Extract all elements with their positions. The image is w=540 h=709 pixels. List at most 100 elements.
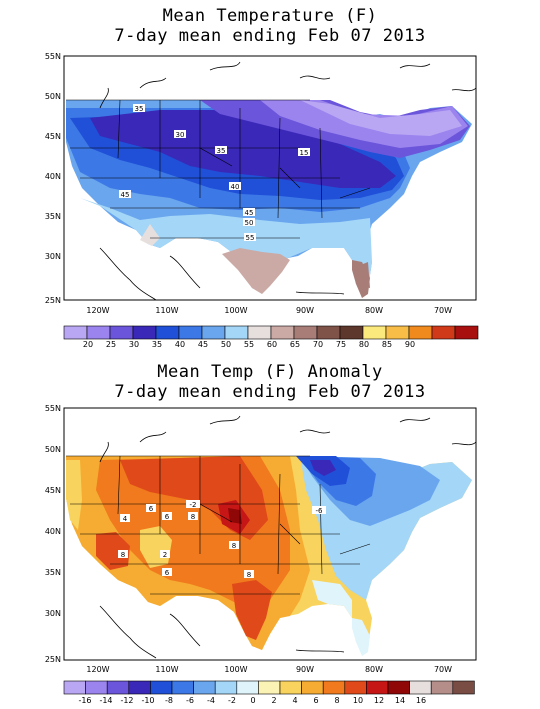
lon-label: 100W: [224, 306, 247, 315]
coastlines: [99, 61, 477, 301]
lat-label: 25N: [45, 655, 61, 664]
legend-swatches: [63, 680, 475, 695]
legend-swatch: [63, 325, 88, 340]
legend-label: 12: [374, 696, 384, 705]
legend-label: 6: [313, 696, 318, 705]
legend-swatch: [224, 325, 249, 340]
legend-label: 85: [382, 340, 392, 349]
lat-label: 35N: [45, 212, 61, 221]
legend-label: 80: [359, 340, 369, 349]
legend-swatch: [247, 325, 272, 340]
lat-label: 25N: [45, 296, 61, 305]
contour-label: 45: [121, 191, 130, 199]
lon-label: 90W: [296, 306, 314, 315]
legend-label: -4: [207, 696, 215, 705]
temperature-map: 55N 50N 45N 40N 35N 30N 25N 120W 110W 10…: [45, 52, 477, 315]
contour-label: 8: [121, 551, 125, 559]
legend-swatch: [155, 325, 180, 340]
legend-swatch: [214, 680, 238, 695]
legend-swatch: [362, 325, 387, 340]
contour-label: 35: [135, 105, 144, 113]
legend-label: 10: [353, 696, 363, 705]
contour-label: 6: [149, 505, 154, 513]
legend-swatch: [86, 325, 111, 340]
legend-label: 70: [313, 340, 323, 349]
legend-swatch: [409, 680, 432, 695]
lat-label: 55N: [45, 52, 61, 61]
contour-label: 55: [246, 234, 255, 242]
contour-labels: 35 30 35 15 45 40 45 50 55: [119, 104, 310, 242]
contour-label: -6: [316, 507, 324, 515]
legend-label: 45: [198, 340, 208, 349]
map-frame: [63, 407, 477, 661]
lat-label: 40N: [45, 172, 61, 181]
legend-swatch: [454, 325, 479, 340]
lon-label: 90W: [296, 665, 314, 674]
legend-swatch: [178, 325, 203, 340]
contour-label: 40: [231, 183, 240, 191]
legend-swatch: [279, 680, 302, 695]
contour-labels: 4 6 6 8 8 8 8 6 2 -6 -2: [118, 500, 326, 579]
legend-swatch: [132, 325, 157, 340]
legend-swatch: [270, 325, 295, 340]
contour-label: 30: [176, 131, 185, 139]
legend-label: 50: [221, 340, 231, 349]
anomaly-legend: -16 -14 -12 -10 -8 -6 -4 -2 0 2 4 6 8 10…: [63, 680, 475, 705]
legend-label: 55: [244, 340, 254, 349]
legend-swatch: [366, 680, 389, 695]
bottom-title-line1: Mean Temp (F) Anomaly: [157, 362, 383, 382]
lat-label: 40N: [45, 527, 61, 536]
legend-label: 16: [416, 696, 426, 705]
legend-label: 35: [152, 340, 162, 349]
anomaly-map: 55N 50N 45N 40N 35N 30N 25N 120W 110W 10…: [45, 404, 477, 674]
us-temperature-field: [66, 100, 472, 298]
lon-label: 80W: [365, 306, 383, 315]
legend-labels: 20 25 30 35 40 45 50 55 60 65 70 75 80 8…: [83, 340, 415, 349]
legend-swatch: [322, 680, 346, 695]
legend-swatch: [452, 680, 475, 695]
legend-label: 30: [129, 340, 139, 349]
legend-label: 4: [292, 696, 297, 705]
legend-labels: -16 -14 -12 -10 -8 -6 -4 -2 0 2 4 6 8 10…: [78, 696, 426, 705]
lat-label: 45N: [45, 486, 61, 495]
lon-label: 110W: [155, 665, 178, 674]
lat-label: 55N: [45, 404, 61, 413]
lon-label: 120W: [86, 665, 109, 674]
contour-label: 35: [217, 147, 226, 155]
lat-label: 50N: [45, 92, 61, 101]
legend-swatch: [63, 680, 86, 695]
legend-label: 25: [106, 340, 116, 349]
lat-label: 35N: [45, 568, 61, 577]
legend-label: -2: [228, 696, 236, 705]
legend-swatch: [201, 325, 226, 340]
lon-label: 80W: [365, 665, 383, 674]
contour-label: 4: [123, 515, 128, 523]
legend-swatch: [344, 680, 367, 695]
contour-label: 2: [163, 551, 167, 559]
legend-label: -10: [141, 696, 154, 705]
top-title-line2: 7-day mean ending Feb 07 2013: [114, 26, 426, 46]
legend-swatch: [258, 680, 281, 695]
lat-label: 30N: [45, 252, 61, 261]
lat-label: 30N: [45, 609, 61, 618]
legend-label: 90: [405, 340, 415, 349]
legend-label: -16: [78, 696, 91, 705]
legend-label: -8: [165, 696, 173, 705]
legend-label: 60: [267, 340, 277, 349]
legend-swatch: [236, 680, 259, 695]
lon-label: 110W: [155, 306, 178, 315]
contour-label: -2: [190, 501, 197, 509]
legend-label: 65: [290, 340, 300, 349]
legend-swatch: [385, 325, 410, 340]
lon-label: 70W: [434, 665, 452, 674]
legend-swatch: [193, 680, 216, 695]
map-frame: [63, 55, 477, 301]
legend-label: 2: [271, 696, 276, 705]
state-boundaries: [66, 99, 371, 239]
legend-label: 8: [334, 696, 339, 705]
legend-swatch: [430, 680, 454, 695]
contour-label: 15: [300, 149, 309, 157]
legend-label: 75: [336, 340, 346, 349]
lon-label: 120W: [86, 306, 109, 315]
lat-label: 50N: [45, 445, 61, 454]
